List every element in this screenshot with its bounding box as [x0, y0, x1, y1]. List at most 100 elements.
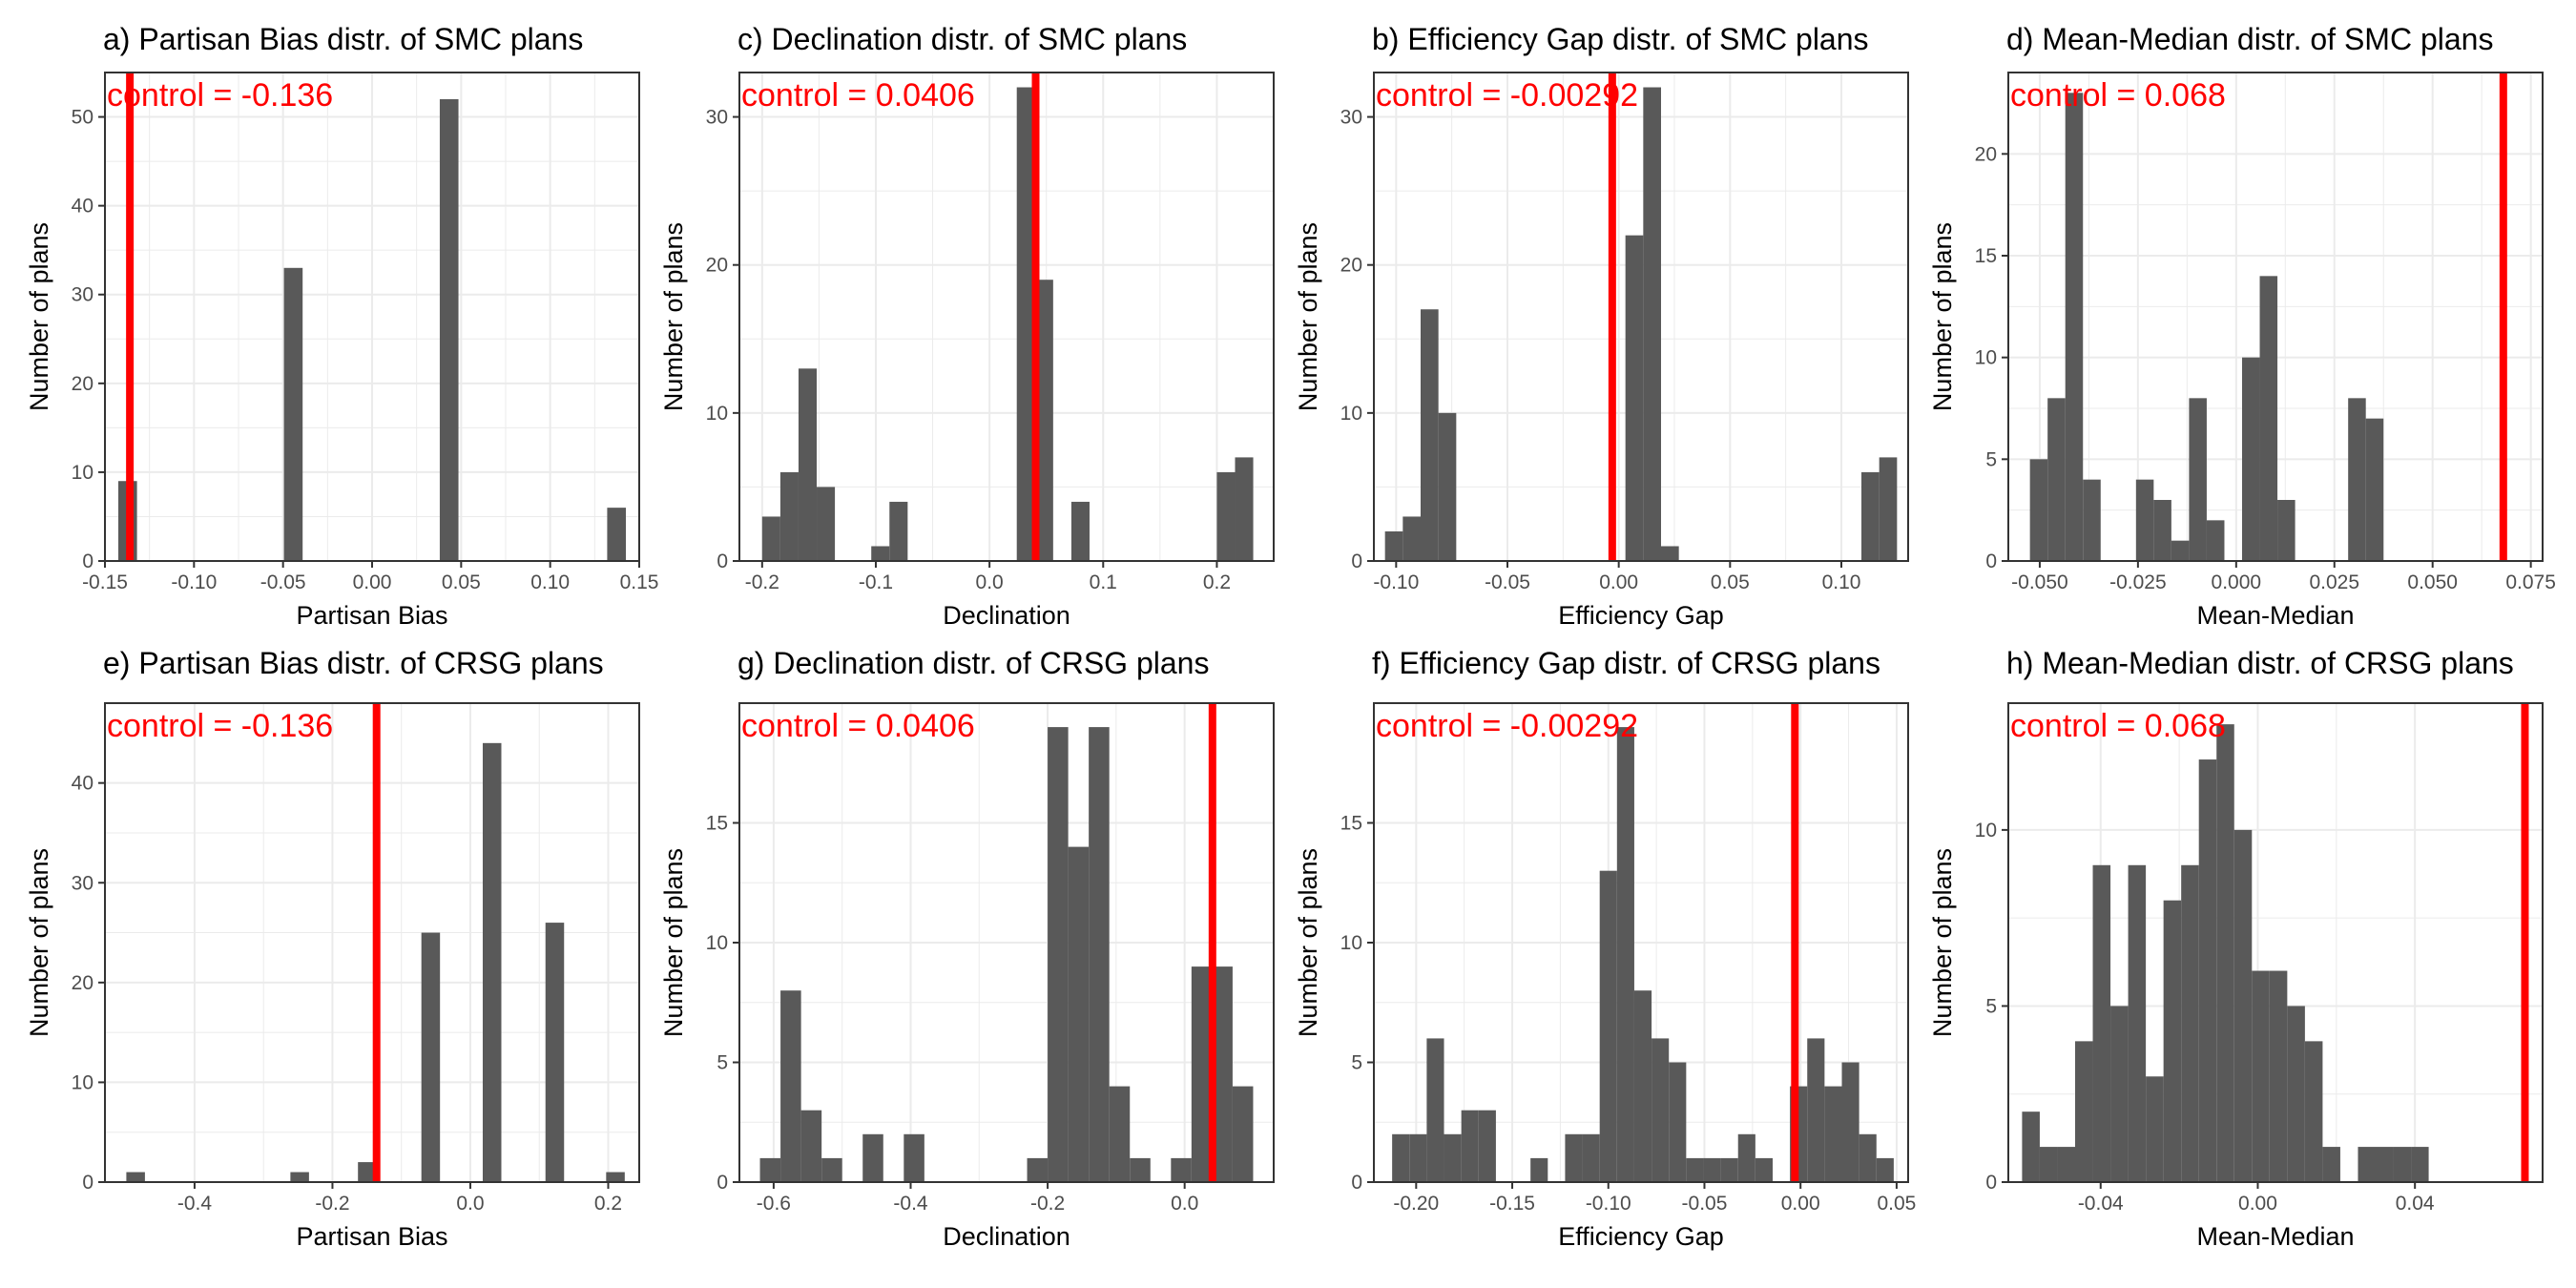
histogram-bar: [2092, 864, 2111, 1182]
x-axis-label: Declination: [943, 601, 1070, 630]
control-annotation: control = 0.068: [2010, 708, 2226, 744]
histogram-bar: [1841, 1062, 1859, 1182]
histogram-bar: [1171, 1157, 1192, 1182]
histogram-bar: [358, 1162, 377, 1182]
histogram-bar: [283, 267, 303, 561]
histogram-bar: [2029, 459, 2048, 561]
y-tick-label: 0: [1351, 551, 1362, 572]
histogram-bar: [1421, 309, 1439, 561]
histogram-bar: [545, 923, 565, 1182]
x-tick-label: 0.15: [620, 571, 659, 593]
histogram-bar: [1879, 457, 1898, 561]
histogram-bar: [2075, 1041, 2093, 1182]
y-tick-label: 30: [72, 284, 93, 306]
histogram-bar: [1444, 1133, 1462, 1182]
histogram-bar: [904, 1133, 924, 1182]
x-axis-label: Partisan Bias: [296, 1222, 447, 1251]
histogram-bar: [1070, 501, 1090, 561]
x-tick-label: -0.15: [82, 571, 128, 593]
histogram-bar: [2135, 479, 2154, 561]
panel-border: [2007, 72, 2544, 562]
histogram-bar: [2039, 1147, 2058, 1182]
histogram-bar: [1027, 1157, 1049, 1182]
control-annotation: control = 0.0406: [741, 77, 975, 114]
histogram-bar: [2206, 520, 2225, 561]
histogram-bar: [1426, 1038, 1444, 1182]
histogram-bar: [2269, 970, 2288, 1182]
control-annotation: control = 0.068: [2010, 77, 2226, 114]
histogram-bar: [1438, 412, 1457, 561]
y-tick-label: 0: [717, 1172, 728, 1194]
histogram-bar: [1859, 1133, 1877, 1182]
x-tick-label: 0.00: [1599, 571, 1638, 593]
y-axis-label: Number of plans: [25, 222, 53, 411]
histogram-bar: [2110, 1006, 2129, 1182]
x-tick-label: -0.4: [177, 1193, 213, 1215]
histogram-bar: [779, 471, 799, 561]
histogram-bar: [1109, 1086, 1131, 1182]
y-tick-label: 10: [706, 932, 728, 954]
histogram-bar: [1633, 990, 1652, 1182]
histogram-bar: [817, 487, 836, 561]
histogram-bar: [2047, 398, 2066, 561]
x-tick-label: 0.0: [456, 1193, 484, 1215]
x-tick-label: -0.025: [2109, 571, 2167, 593]
histogram-bar: [1068, 846, 1090, 1182]
x-axis-label: Mean-Median: [2196, 1222, 2354, 1251]
x-tick-label: -0.4: [893, 1193, 928, 1215]
y-axis-label: Number of plans: [1928, 848, 1957, 1037]
histogram-bar: [1643, 87, 1661, 562]
histogram-bar: [2365, 418, 2384, 561]
x-tick-label: -0.05: [1682, 1193, 1728, 1215]
histogram-bar: [821, 1157, 842, 1182]
histogram-bar: [1048, 727, 1069, 1182]
y-tick-label: 10: [1340, 403, 1362, 425]
chart-title: a) Partisan Bias distr. of SMC plans: [103, 22, 583, 56]
histogram-bar: [1130, 1157, 1151, 1182]
histogram-bar: [1409, 1133, 1427, 1182]
x-tick-label: 0.075: [2505, 571, 2556, 593]
x-tick-label: 0.2: [1203, 571, 1231, 593]
histogram-bar: [1824, 1086, 1842, 1182]
chart-title: e) Partisan Bias distr. of CRSG plans: [103, 646, 604, 680]
histogram-bar: [2252, 970, 2270, 1182]
x-tick-label: -0.05: [260, 571, 306, 593]
y-tick-label: 10: [706, 403, 728, 425]
control-annotation: control = -0.136: [107, 708, 333, 744]
y-tick-label: 10: [72, 1071, 93, 1093]
y-axis-label: Number of plans: [659, 222, 688, 411]
y-tick-label: 20: [72, 373, 93, 395]
histogram-bar: [2189, 398, 2207, 561]
y-tick-label: 5: [1351, 1052, 1362, 1074]
histogram-bar: [1807, 1038, 1825, 1182]
x-tick-label: -0.10: [1586, 1193, 1631, 1215]
histogram-bar: [1686, 1157, 1704, 1182]
y-tick-label: 5: [1985, 995, 1997, 1017]
x-tick-label: -0.10: [171, 571, 217, 593]
y-tick-label: 10: [1975, 347, 1997, 369]
histogram-bar: [1652, 1038, 1670, 1182]
histogram-bar: [2216, 724, 2234, 1182]
histogram-bar: [1737, 1133, 1755, 1182]
y-tick-label: 30: [706, 107, 728, 129]
y-tick-label: 20: [1340, 255, 1362, 277]
histogram-bar: [1582, 1133, 1600, 1182]
histogram-bar: [2057, 1147, 2075, 1182]
histogram-bar: [1565, 1133, 1583, 1182]
histogram-bar: [2153, 500, 2171, 561]
histogram-bar: [1235, 457, 1254, 561]
y-tick-label: 10: [1340, 932, 1362, 954]
histogram-bar: [1212, 966, 1233, 1182]
histogram-bar: [1384, 530, 1403, 561]
x-tick-label: 0.0: [976, 571, 1004, 593]
histogram-bar: [1232, 1086, 1254, 1182]
y-axis-label: Number of plans: [1294, 222, 1322, 411]
x-tick-label: 0.2: [594, 1193, 622, 1215]
x-tick-label: 0.05: [1711, 571, 1750, 593]
y-tick-label: 30: [72, 872, 93, 894]
histogram-bar: [2198, 759, 2217, 1182]
histogram-bar: [2287, 1006, 2305, 1182]
histogram-bar: [2128, 864, 2147, 1182]
histogram-bar: [798, 368, 818, 561]
panel-background: [739, 73, 1274, 561]
